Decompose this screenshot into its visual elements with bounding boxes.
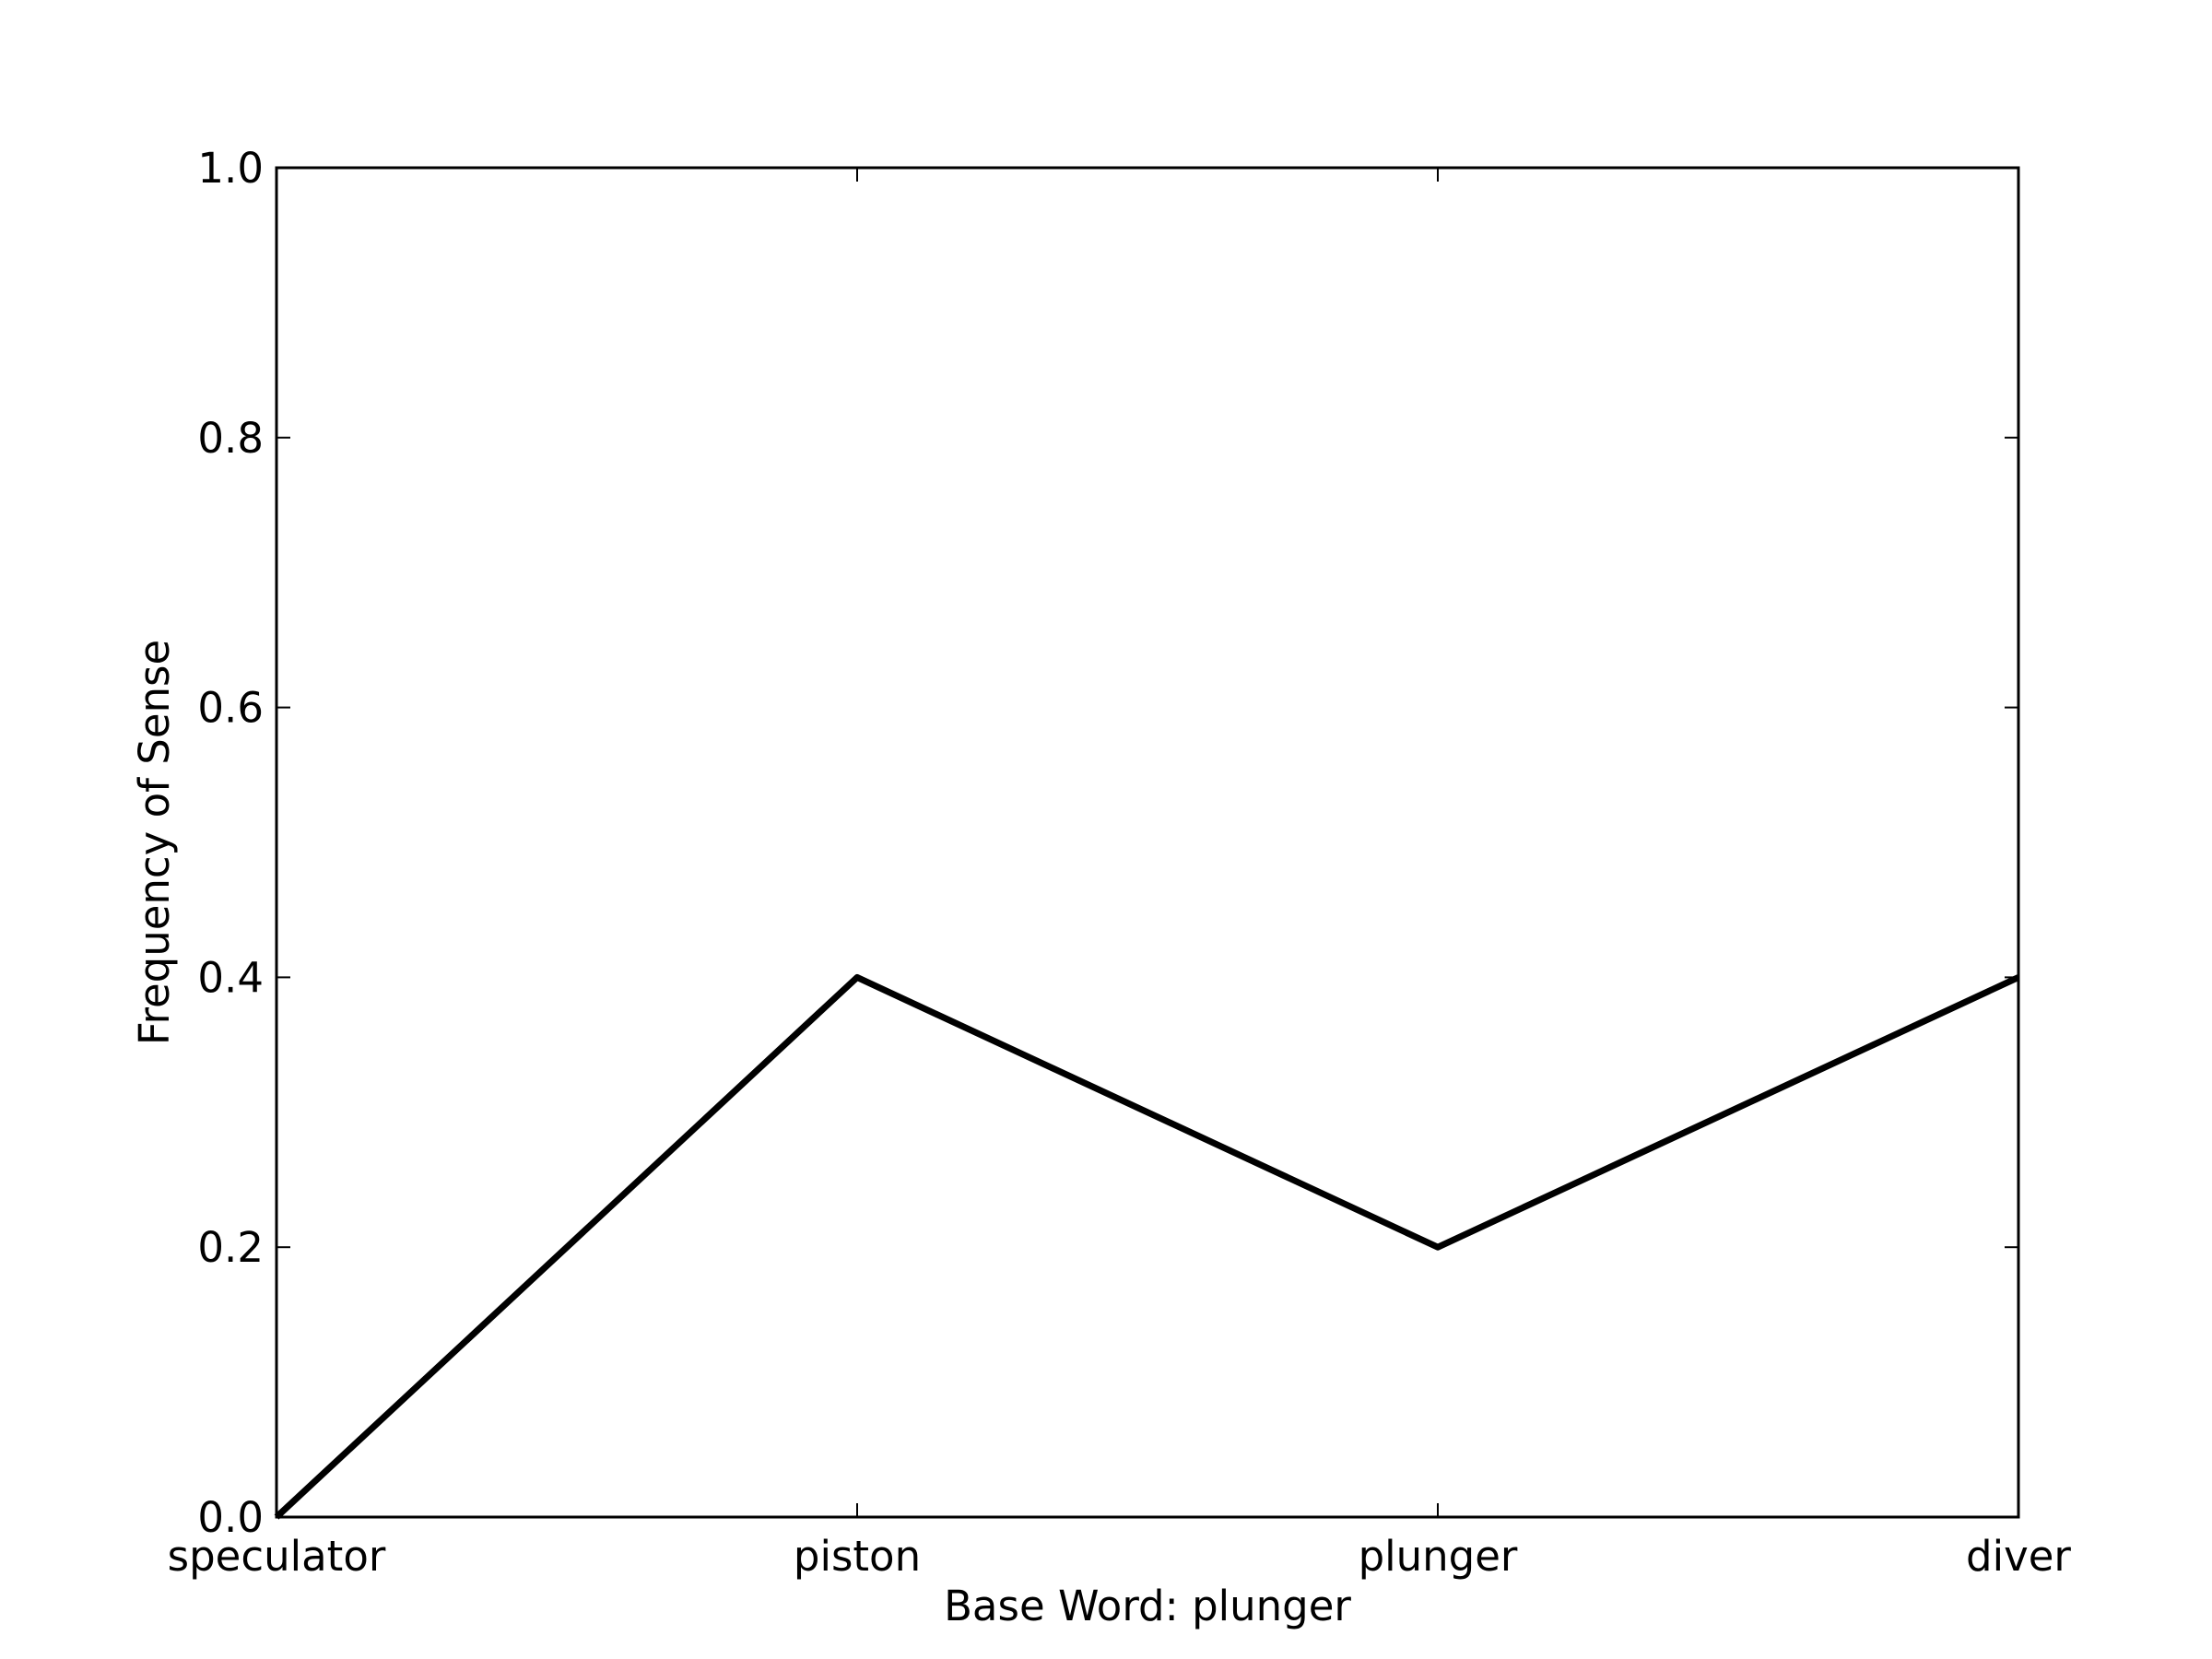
y-tick-label: 1.0 [197,144,264,193]
labels-layer: 0.0 0.2 0.4 0.6 0.8 1.0 speculator piston plunge… [168,144,2072,1581]
y-tick-label: 0.0 [197,1493,264,1542]
y-tick-label: 0.8 [197,414,264,463]
x-tick-label: piston [794,1532,921,1581]
y-tick-label: 0.4 [197,953,264,1002]
y-axis-label: Frequency of Sense [130,640,179,1045]
y-tick-label: 0.6 [197,684,264,733]
x-tick-label: plunger [1359,1532,1518,1581]
x-tick-label: speculator [168,1532,386,1581]
data-point [856,976,858,978]
x-axis-label: Base Word: plunger [944,1582,1351,1630]
plot-frame [275,166,2020,1519]
x-tick-label: diver [1966,1532,2071,1581]
data-point [1437,1246,1439,1248]
y-tick-label: 0.2 [197,1223,264,1272]
series-line [274,973,2020,1520]
